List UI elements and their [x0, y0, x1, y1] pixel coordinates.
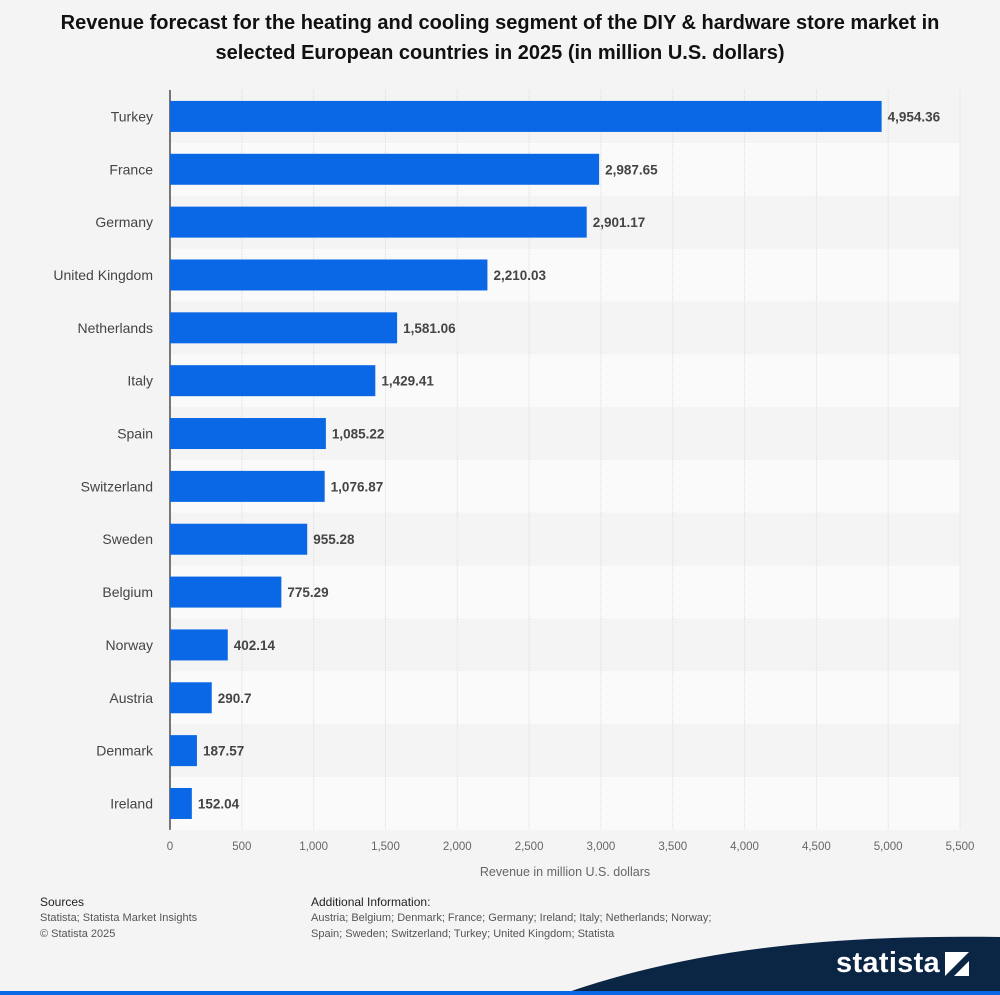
bar: [170, 682, 212, 714]
category-label: Switzerland: [81, 478, 153, 494]
additional-info-text: Austria; Belgium; Denmark; France; Germa…: [311, 912, 712, 940]
bar: [170, 206, 587, 238]
value-label: 775.29: [287, 585, 328, 600]
row-band: [170, 565, 960, 619]
value-label: 1,076.87: [331, 479, 384, 494]
x-tick-label: 1,000: [299, 841, 328, 853]
bar: [170, 153, 600, 185]
additional-info-block: Additional Information: Austria; Belgium…: [311, 894, 721, 942]
bar: [170, 259, 488, 291]
bar: [170, 735, 197, 767]
value-label: 4,954.36: [888, 109, 941, 124]
row-band: [170, 671, 960, 725]
sources-block: Sources Statista; Statista Market Insigh…: [40, 894, 197, 942]
bar: [170, 100, 882, 132]
category-label: Netherlands: [78, 320, 154, 336]
x-tick-label: 1,500: [371, 841, 400, 853]
bar: [170, 312, 398, 344]
bar-chart: Turkey France Germany United Kingdom Netherl…: [53, 90, 975, 879]
x-tick-label: 3,000: [587, 841, 616, 853]
row-band: [170, 777, 960, 830]
brand-band: statista: [0, 935, 1000, 995]
x-tick-label: 2,500: [515, 841, 544, 853]
bar: [170, 629, 228, 661]
value-label: 2,901.17: [593, 215, 646, 230]
row-bands: [170, 90, 960, 830]
value-label: 955.28: [313, 532, 355, 547]
x-tick-label: 3,500: [658, 841, 687, 853]
category-label: Turkey: [111, 108, 153, 124]
value-label: 1,085.22: [332, 427, 385, 442]
category-label: United Kingdom: [53, 267, 153, 283]
category-label: Sweden: [102, 531, 153, 547]
value-label: 1,581.06: [403, 321, 456, 336]
bar: [170, 418, 326, 450]
x-tick-label: 2,000: [443, 841, 472, 853]
x-tick-label: 4,500: [802, 841, 831, 853]
x-tick-label: 0: [167, 841, 173, 853]
category-label: Spain: [117, 426, 153, 442]
additional-info-heading: Additional Information:: [311, 895, 431, 909]
value-label: 2,210.03: [493, 268, 546, 283]
x-tick-label: 5,500: [946, 841, 975, 853]
brand-band-shape: [0, 936, 1000, 995]
bar: [170, 365, 376, 397]
value-label: 290.7: [218, 691, 252, 706]
statista-logo-text: statista: [836, 947, 940, 979]
category-label: Ireland: [110, 795, 153, 811]
copyright-line: © Statista 2025: [40, 928, 116, 940]
bar: [170, 523, 308, 555]
category-label: France: [109, 161, 153, 177]
value-label: 402.14: [234, 638, 276, 653]
category-label: Italy: [127, 373, 153, 389]
row-band: [170, 618, 960, 672]
category-label: Norway: [106, 637, 153, 653]
category-labels: Turkey France Germany United Kingdom Netherl…: [53, 108, 154, 811]
statista-logo-icon: [945, 952, 969, 976]
bar: [170, 470, 325, 502]
sources-line: Statista; Statista Market Insights: [40, 912, 198, 924]
category-label: Belgium: [102, 584, 153, 600]
value-label: 187.57: [203, 744, 244, 759]
x-tick-label: 4,000: [730, 841, 759, 853]
x-axis-label: Revenue in million U.S. dollars: [480, 865, 650, 879]
chart-title: Revenue forecast for the heating and coo…: [60, 12, 940, 64]
bars: [170, 100, 882, 819]
value-label: 1,429.41: [381, 374, 434, 389]
category-label: Denmark: [96, 743, 154, 759]
sources-heading: Sources: [40, 895, 85, 909]
bar: [170, 787, 192, 819]
value-label: 2,987.65: [605, 162, 658, 177]
x-tick-labels: 0 500 1,000 1,500 2,000 2,500 3,000 3,500 4,000 4…: [167, 841, 975, 853]
category-label: Austria: [109, 690, 153, 706]
row-band: [170, 724, 960, 778]
bar: [170, 576, 282, 608]
x-tick-label: 5,000: [874, 841, 903, 853]
value-labels: 4,954.36 2,987.65 2,901.17 2,210.03 1,581.06…: [198, 109, 941, 811]
value-label: 152.04: [198, 796, 240, 811]
x-tick-label: 500: [232, 841, 251, 853]
category-label: Germany: [95, 214, 153, 230]
